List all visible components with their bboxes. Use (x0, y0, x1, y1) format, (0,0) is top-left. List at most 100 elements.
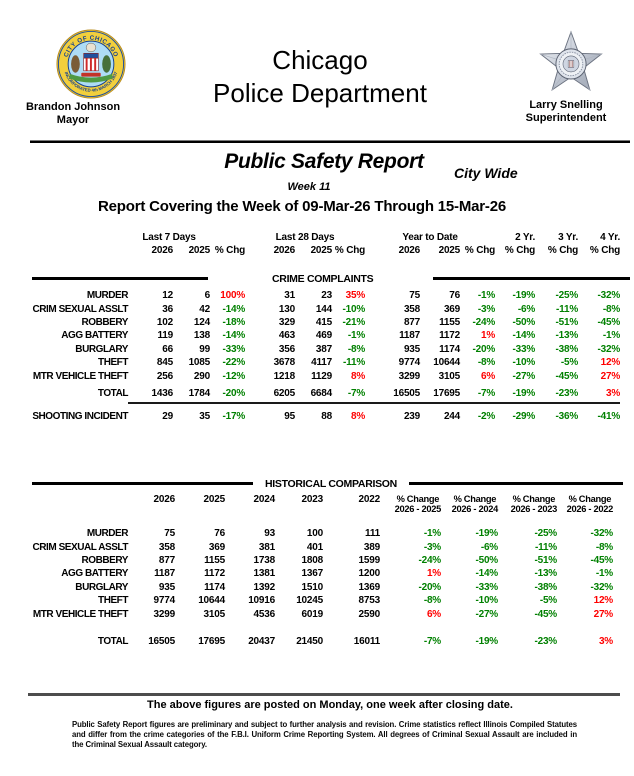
cell-value: 369 (208, 541, 225, 553)
cell-value: 239 (403, 411, 421, 423)
cell-value: 4117 (311, 357, 333, 369)
column-header: 2025 (188, 245, 211, 256)
cell-value: -11% (535, 541, 557, 553)
cell-value: 389 (363, 541, 380, 553)
column-header: 2025 (310, 245, 333, 256)
cell-value: 358 (158, 541, 175, 553)
cell-value: 1436 (151, 387, 174, 399)
cell-value: 111 (365, 528, 380, 540)
chicago-city-seal-icon: CITY OF CHICAGO INCORPORATED 4th MARCH 1… (55, 29, 127, 99)
cell-value: -45% (534, 608, 557, 620)
cell-value: 27% (600, 370, 621, 382)
shooting-incident-row: SHOOTING INCIDENT 29 35 -17% 95 88 8% 239 244 -2%… (27, 410, 620, 423)
cell-value: -38% (534, 581, 557, 593)
cell-value: 36 (162, 303, 173, 315)
cell-value: 401 (306, 541, 323, 553)
cell-value: 17695 (433, 387, 461, 399)
cell-value: 1200 (358, 568, 381, 580)
cell-value: 10644 (198, 595, 225, 607)
cell-value: 6019 (301, 608, 324, 620)
superintendent-title: Superintendent (525, 112, 607, 124)
cell-value: 12% (593, 595, 614, 607)
crime-row: THEFT 845 1085 -22% 3678 4117 -11% 9774 10644 -8%… (27, 356, 620, 369)
cell-value: 75 (164, 528, 175, 540)
column-group-last7: Last 7 Days (142, 232, 196, 243)
superintendent-caption: Larry Snelling Superintendent (504, 99, 628, 125)
cell-value: 76 (214, 528, 225, 540)
cell-value: 8% (350, 370, 366, 382)
spacer-row (27, 621, 613, 635)
cell-value: -10% (512, 357, 536, 369)
cell-value: -7% (347, 387, 366, 399)
cell-value: 1187 (154, 568, 175, 580)
cell-value: 23 (321, 290, 333, 302)
cell-value: -21% (342, 316, 366, 328)
cell-value: 1172 (439, 330, 461, 342)
cell-value: 1510 (301, 581, 324, 593)
cell-value: 256 (156, 370, 173, 382)
cell-value: 10644 (433, 357, 461, 369)
column-header: % Chg (334, 245, 366, 256)
historical-row: ROBBERY 877 1155 1738 1808 1599 -24% -50% -51% -4… (27, 554, 614, 567)
column-header: % Chg (464, 245, 496, 256)
column-group-ytd: Year to Date (402, 232, 458, 243)
crime-row: MURDER 12 6 100% 31 23 35% 75 76 -1% -19% -25% -32% (27, 289, 620, 302)
cell-value: 1218 (273, 370, 296, 382)
cell-value: 100 (306, 528, 323, 540)
cell-value: 1187 (399, 330, 421, 342)
crime-complaints-body: MURDER 12 6 100% 31 23 35% 75 76 -1% -19% -25% -32% C… (27, 257, 620, 424)
cell-value: -11% (556, 303, 579, 315)
department-title: Chicago Police Department (3, 44, 634, 110)
pct-change-header: % Change 2026 - 2023 (510, 494, 558, 514)
cell-value: 16505 (148, 635, 175, 647)
cell-value: 3105 (203, 608, 226, 620)
cell-value: 1381 (253, 568, 276, 580)
cell-value: 3105 (438, 370, 461, 382)
cell-value: 20437 (248, 635, 275, 647)
mayor-name: Brandon Johnson (25, 101, 121, 113)
cell-value: 1155 (439, 316, 461, 328)
row-label: CRIM SEXUAL ASSLT (32, 303, 128, 315)
cell-value: 381 (258, 541, 275, 553)
row-label: MURDER (86, 290, 129, 302)
cell-value: 3678 (273, 357, 296, 369)
sub-header-row: 2026 2025 % Chg 2026 2025 % Chg 2026 202… (27, 244, 621, 257)
cell-value: 6% (480, 370, 496, 382)
cell-value: -8% (423, 595, 441, 607)
cell-value: -19% (512, 290, 536, 302)
historical-row: MTR VEHICLE THEFT 3299 3105 4536 6019 2590 6% -… (27, 607, 613, 620)
cell-value: -1% (477, 290, 496, 302)
spacer-row (27, 403, 620, 410)
cell-value: 1808 (301, 554, 324, 566)
cell-value: 6684 (310, 387, 333, 399)
row-label: CRIM SEXUAL ASSLT (32, 541, 128, 553)
cell-value: -8% (347, 343, 366, 355)
cell-value: -25% (555, 290, 579, 302)
cell-value: -23% (534, 635, 557, 647)
cell-value: -19% (475, 528, 498, 540)
cell-value: 356 (278, 343, 296, 355)
cell-value: -11% (343, 357, 366, 369)
cell-value: -6% (517, 303, 536, 315)
cell-value: 93 (264, 528, 275, 540)
historical-row: THEFT 9774 10644 10916 10245 8753 -8% -10% -5% 12… (27, 594, 613, 607)
cell-value: -20% (222, 387, 246, 399)
cell-value: -23% (555, 387, 579, 399)
cell-value: -1% (602, 330, 621, 342)
cell-value: 877 (403, 316, 421, 328)
cell-value: -10% (475, 595, 498, 607)
spacer-row (27, 257, 620, 289)
cell-value: -1% (595, 568, 613, 580)
cell-value: 1129 (311, 370, 333, 382)
column-header: % Chg (547, 245, 579, 256)
cell-value: 102 (156, 316, 173, 328)
group-header-row: Last 7 Days Last 28 Days Year to Date 2 … (27, 231, 620, 244)
pct-change-header: % Change 2026 - 2025 (394, 494, 442, 514)
cell-value: -8% (602, 303, 621, 315)
historical-row: BURGLARY 935 1174 1392 1510 1369 -20% -33% -38% -… (27, 581, 613, 594)
cell-value: 95 (284, 411, 296, 423)
cell-value: 4536 (253, 608, 276, 620)
cell-value: 469 (315, 330, 333, 342)
cell-value: 124 (193, 316, 211, 328)
row-label: ROBBERY (81, 316, 129, 328)
